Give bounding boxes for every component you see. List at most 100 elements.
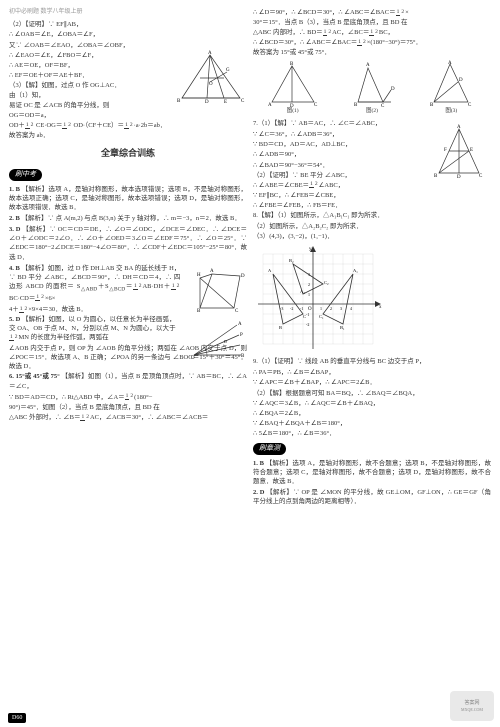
svg-text:2: 2 xyxy=(330,306,332,311)
text: ∵ EF∥BC，∴ ∠FEB＝∠CBE， xyxy=(253,191,415,200)
svg-text:3: 3 xyxy=(308,272,310,277)
text: ∴ ∠BAD＝90°−36°＝54°． xyxy=(253,161,415,170)
svg-text:3: 3 xyxy=(340,306,342,311)
item-4: 4. B 【解析】如图，过 D 作 DH⊥AB 交 BA 的延长线于 H，∵ B… xyxy=(9,264,180,303)
svg-text:E: E xyxy=(224,100,227,105)
text: ∵ ∠BAQ＋∠BQA＋∠B＝180°， xyxy=(253,419,491,428)
svg-text:C₂: C₂ xyxy=(324,280,329,285)
svg-text:C: C xyxy=(241,99,245,104)
text: ∴ EF＝OE＋OF＝AE＋BF． xyxy=(9,71,157,80)
item-9: 9.（1）【证明】∵ 线段 AB 的垂直平分线与 BC 边交于点 P， xyxy=(253,357,491,366)
svg-text:1: 1 xyxy=(308,292,310,297)
text: （2）如图所示，△A₂B₂C₂ 即为所求． xyxy=(253,222,491,231)
triangle-fig-2: ABCD xyxy=(343,60,401,108)
text: 90°)＝45°．如图（2），当点 B 是底角顶点，且 BD 在 xyxy=(9,403,247,412)
svg-text:B₁: B₁ xyxy=(340,325,345,330)
triangle-fig-1: BACD xyxy=(264,60,322,108)
text: 故答案为 ab． xyxy=(9,131,247,140)
text: ∴ ∠FBE＝∠FEB，∴ FB＝FE． xyxy=(253,201,415,210)
text: 易证 OC 是 ∠ACB 的角平分线，则 xyxy=(9,101,157,110)
text: 又∵ ∠OAB＝∠EAO，∠OBA＝∠OBF， xyxy=(9,41,157,50)
text: ∴ 5∠B＝180°，∴ ∠B＝36°． xyxy=(253,429,491,438)
text: （2）【证明】∵ BE 平分 ∠ABC， xyxy=(253,171,415,180)
svg-text:4: 4 xyxy=(350,306,352,311)
left-column: 初中必刷题 数学八年级上册 （2）【证明】∵ EF∥AB， ∴ ∠OAB＝∠E，… xyxy=(6,8,250,508)
svg-text:B: B xyxy=(290,62,294,67)
item-6: 6. 15°或 45°或 75° 【解析】如图（1），当点 B 是顶角顶点时，∵… xyxy=(9,372,247,390)
svg-text:C: C xyxy=(479,174,483,179)
svg-text:D: D xyxy=(205,100,209,105)
fig-label: 图(3) xyxy=(422,108,480,116)
svg-text:B₂: B₂ xyxy=(289,258,294,263)
svg-text:C₁: C₁ xyxy=(319,314,324,319)
svg-text:C: C xyxy=(235,309,239,314)
coordinate-grid: xyO ABC A₁B₁C₁ A₂B₂C₂ 1234 -1-2-3 123 -1… xyxy=(253,244,383,354)
svg-text:2: 2 xyxy=(308,282,310,287)
svg-text:A: A xyxy=(366,63,370,68)
page-header: 初中必刷题 数学八年级上册 xyxy=(9,8,247,16)
badge-exam: 刷中考 xyxy=(9,169,42,181)
text: ∵ ∠APC＝∠B＋∠BAP，∴ ∠APC＝2∠B． xyxy=(253,378,491,387)
proof-line: （2）【证明】∵ EF∥AB， xyxy=(9,20,157,29)
svg-text:D: D xyxy=(224,339,227,344)
svg-text:-3: -3 xyxy=(280,306,283,311)
svg-text:G: G xyxy=(226,68,230,73)
svg-text:O: O xyxy=(209,82,213,87)
svg-text:-1: -1 xyxy=(300,306,303,311)
svg-text:P: P xyxy=(240,333,243,338)
fig-label: 图(1) xyxy=(264,108,322,116)
item-7: 7.（1）【解】∵ AB＝AC，∴ ∠C＝∠ABC， xyxy=(253,119,415,128)
svg-text:B: B xyxy=(279,325,282,330)
svg-text:x: x xyxy=(379,305,382,310)
svg-text:A: A xyxy=(238,322,242,327)
svg-text:B: B xyxy=(241,354,245,359)
svg-text:A: A xyxy=(268,103,272,108)
text: ∵ ∠AQC＝3∠B，∴ ∠AQC＝∠B＋∠BAQ， xyxy=(253,399,491,408)
svg-text:F: F xyxy=(444,148,447,153)
text: ∴ PA＝PB，∴ ∠B＝∠BAP， xyxy=(253,368,491,377)
svg-text:A: A xyxy=(448,61,452,66)
item-2: 2. B 【解析】∵ 点 A(m,2) 与点 B(3,n) 关于 y 轴对称，∴… xyxy=(9,214,247,223)
text: △ABC 内部时，∴ BD＝12AC，∠BC＝12BC， xyxy=(253,28,491,37)
item-8: 8.【解】（1）如图所示，△A₁B₁C₁ 即为所求． xyxy=(253,211,491,220)
svg-text:B: B xyxy=(177,99,181,104)
item-5: 5. D 【解析】如图，以 O 为圆心，以任意长为半径画弧，交 OA、OB 于点… xyxy=(9,315,176,342)
triangle-figure-7: A B C D F E xyxy=(429,123,491,181)
text: ∴ ∠BCD＝30°，∴ ∠ABC＝∠BAC＝12×(180°−30°)＝75°… xyxy=(253,38,491,47)
figure-row: BACD 图(1) ABCD 图(2) ABCD 图(3) xyxy=(253,60,491,116)
svg-text:H: H xyxy=(197,273,201,278)
text: （3）(4,3)，(3,−2)，(1,−1)． xyxy=(253,232,491,241)
text: ∵ BD＝AD＝CD，∴ Rt△ABD 中，∠A＝12(180°− xyxy=(9,393,247,402)
svg-text:A: A xyxy=(210,269,214,274)
text: OG＝OD＝a， xyxy=(9,111,157,120)
svg-text:-1: -1 xyxy=(306,312,309,317)
svg-text:A: A xyxy=(457,125,461,130)
text: △ABC 外部时，∴ ∠B＝12AC，∠ACB＝30°，∴ ∠ABC＝∠ACB＝ xyxy=(9,413,247,422)
text: 故答案为 15°或 45°或 75°． xyxy=(253,48,491,57)
quad-figure: HADCB xyxy=(192,266,247,314)
angle-figure: O B A P D xyxy=(189,317,247,359)
triangle-fig-3: ABCD xyxy=(422,60,480,108)
svg-text:B: B xyxy=(434,174,438,179)
text: ∵ ∠C＝36°，∴ ∠ADB＝36°， xyxy=(253,130,415,139)
svg-text:E: E xyxy=(470,148,473,153)
svg-text:-2: -2 xyxy=(290,306,293,311)
svg-text:B: B xyxy=(197,309,201,314)
text: 由（1）知， xyxy=(9,91,157,100)
svg-text:O: O xyxy=(191,356,195,359)
text: OD＋12 CE·OG＝12 OD·（CF＋CE）＝12·a·2b＝ab． xyxy=(9,121,247,130)
svg-text:A: A xyxy=(268,268,272,273)
item-1: 1. B 【解析】选项 A，是轴对称图形，故本选项错误；选项 B，不是轴对称图形… xyxy=(9,185,247,212)
svg-text:A: A xyxy=(208,51,212,56)
svg-text:A₂: A₂ xyxy=(300,289,305,294)
text: ∴ ∠BQA＝2∠B， xyxy=(253,409,491,418)
fig-label: 图(2) xyxy=(343,108,401,116)
text: ∴ ∠OAB＝∠E，∠OBA＝∠F， xyxy=(9,30,157,39)
svg-text:-2: -2 xyxy=(306,322,309,327)
right-column: ∴ ∠D＝90°，∴ ∠BCD＝30°，∴ ∠ABC＝∠BAC＝12× 30°＝… xyxy=(250,8,494,508)
svg-text:A₁: A₁ xyxy=(353,268,358,273)
text: ∴ ∠ADB＝90°， xyxy=(253,150,415,159)
svg-text:D: D xyxy=(459,78,463,83)
badge-test: 刷章测 xyxy=(253,443,286,455)
svg-text:D: D xyxy=(457,175,461,180)
